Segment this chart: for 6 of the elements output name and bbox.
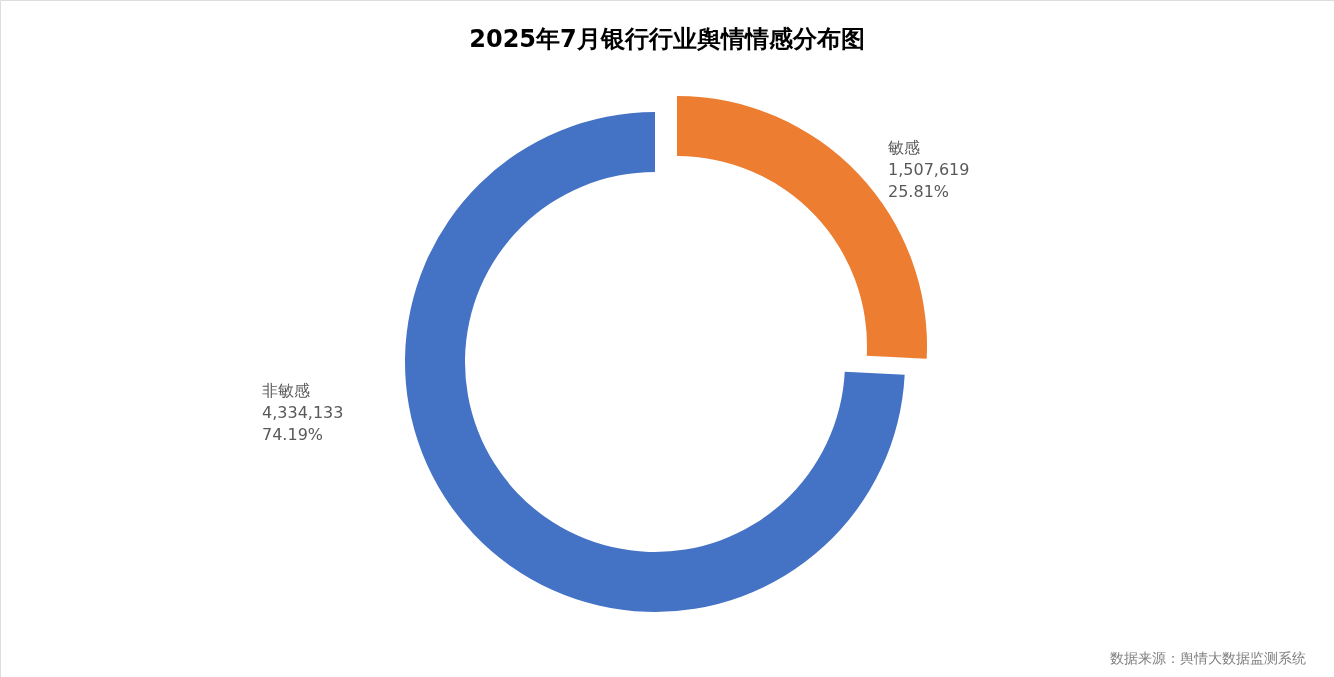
- chart-title: 2025年7月银行行业舆情情感分布图: [469, 25, 865, 53]
- slice-label: 敏感: [888, 138, 920, 157]
- source-note: 数据来源：舆情大数据监测系统: [1110, 650, 1306, 666]
- data-label: 1,507,619 25.81%: [888, 160, 970, 201]
- data-label: 4,334,133 74.19%: [262, 403, 344, 444]
- slice-label: 非敏感: [262, 381, 310, 400]
